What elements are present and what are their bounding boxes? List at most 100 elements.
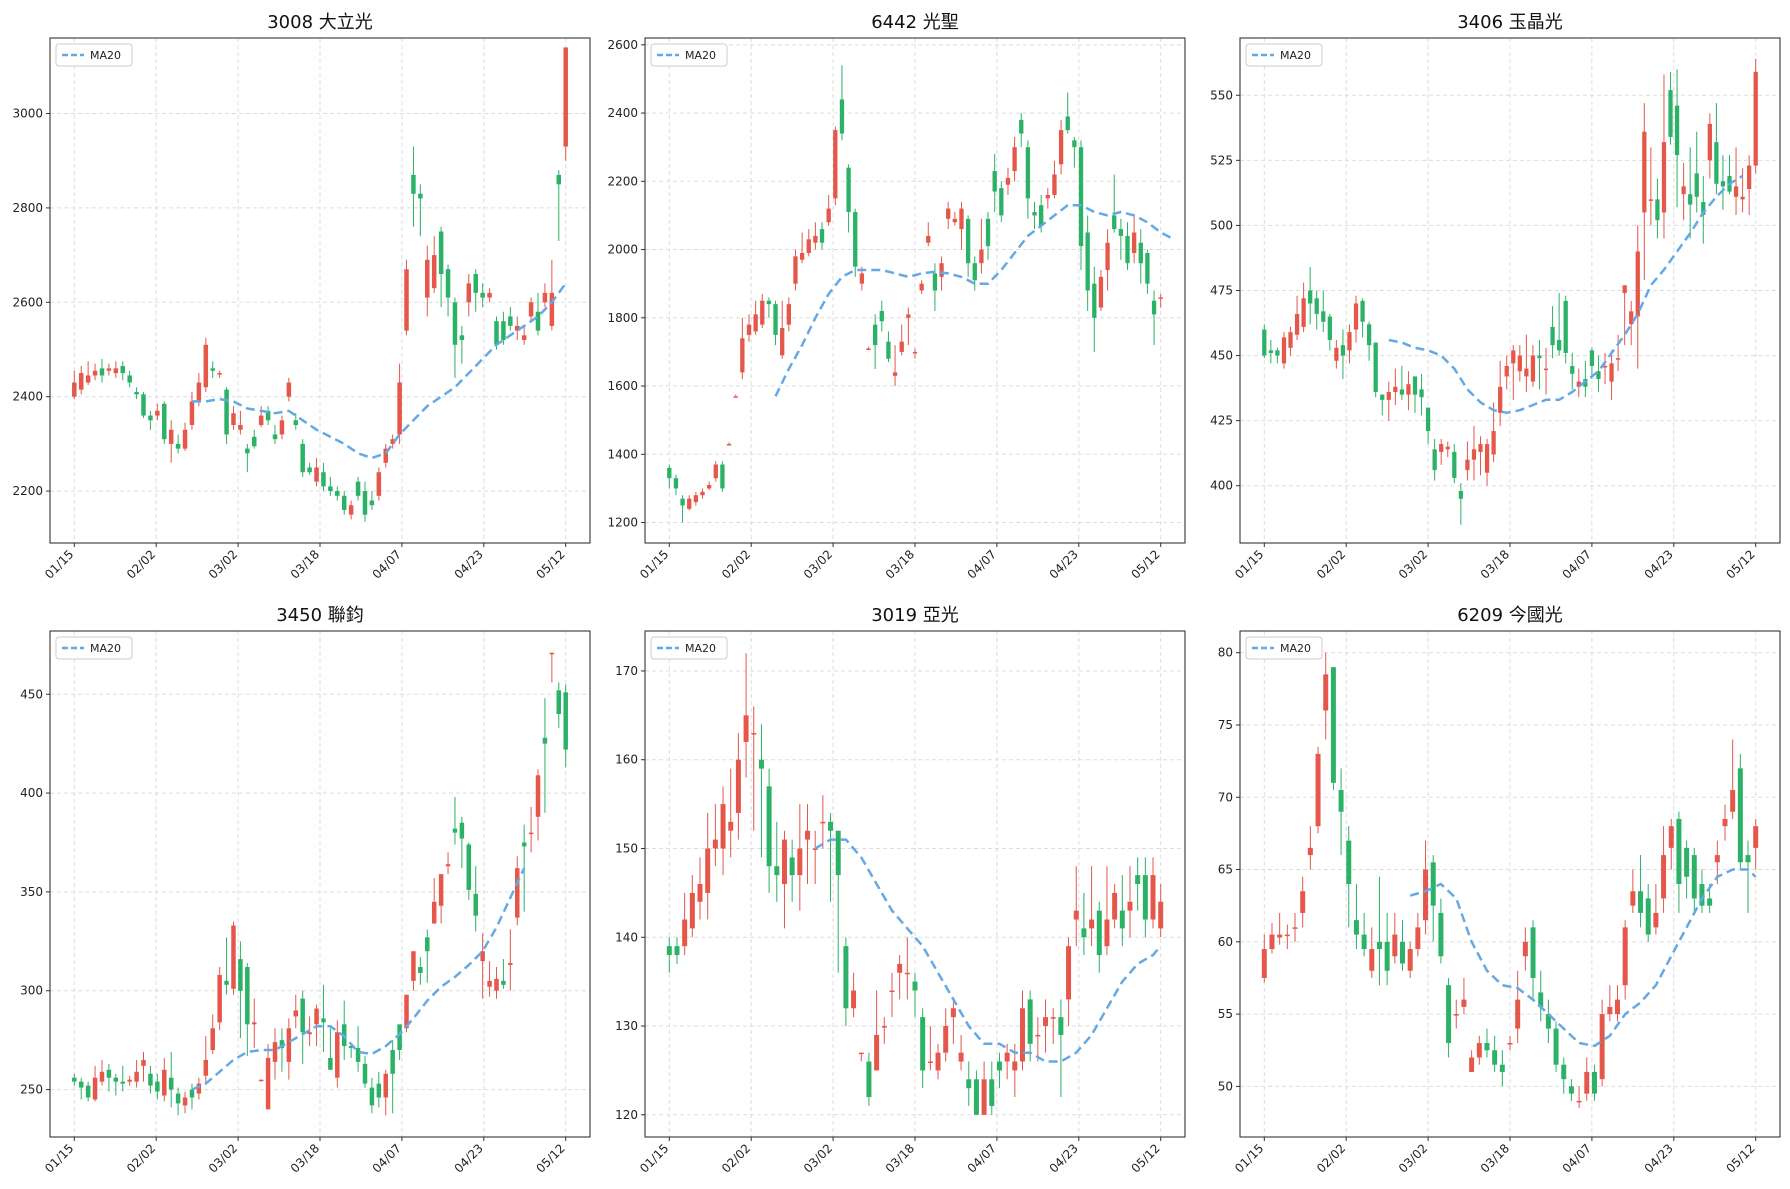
x-tick-label: 03/02: [1396, 1141, 1430, 1175]
candle-body: [1498, 386, 1503, 413]
candle-body: [1269, 934, 1275, 950]
y-tick-label: 2600: [607, 38, 638, 52]
candle-body: [1661, 855, 1667, 899]
candle-body: [251, 1022, 257, 1025]
candle-body: [1681, 186, 1686, 195]
candle-body: [1550, 326, 1555, 346]
x-tick-label: 01/15: [42, 1141, 76, 1175]
candle-body: [904, 972, 910, 975]
candle-body: [892, 372, 898, 376]
y-tick-label: 525: [1210, 153, 1233, 167]
candle-body: [217, 974, 222, 1023]
candle-body: [210, 368, 215, 371]
candle-body: [1740, 196, 1745, 200]
candle-body: [210, 1028, 215, 1051]
y-tick-label: 70: [1218, 790, 1233, 804]
candle-body: [1530, 927, 1536, 978]
candle-body: [760, 300, 765, 325]
candle-body: [348, 1046, 354, 1049]
x-tick-label: 04/23: [1642, 547, 1676, 581]
candle-body: [1458, 490, 1463, 499]
candle-body: [1025, 147, 1031, 199]
candle-body: [866, 348, 871, 351]
candle-body: [682, 919, 688, 947]
legend-box: [1245, 43, 1323, 67]
y-tick-label: 1800: [607, 311, 638, 325]
candle-body: [1599, 1014, 1605, 1080]
candle-body: [383, 448, 389, 463]
y-tick-label: 50: [1218, 1079, 1233, 1093]
candle-body: [106, 1069, 112, 1078]
candle-body: [556, 174, 562, 185]
candle-body: [286, 1028, 292, 1062]
candle-body: [321, 472, 326, 487]
candle-body: [881, 1026, 887, 1028]
candle-body: [362, 491, 368, 515]
candle-body: [196, 1083, 202, 1094]
candle-body: [1747, 165, 1752, 189]
candle-body: [203, 344, 209, 388]
x-tick-label: 04/23: [452, 1141, 486, 1175]
candle-body: [1092, 283, 1097, 318]
candle-body: [786, 304, 791, 325]
candle-body: [99, 368, 105, 376]
candle-body: [127, 375, 132, 383]
legend-label: MA20: [685, 49, 716, 62]
y-tick-label: 1600: [607, 379, 638, 393]
candle-body: [1570, 365, 1575, 374]
x-tick-label: 01/15: [1232, 1141, 1266, 1175]
candle-body: [1635, 251, 1640, 317]
candle-body: [314, 467, 319, 482]
x-tick-label: 01/15: [637, 547, 671, 581]
candle-body: [272, 1042, 278, 1062]
candle-body: [335, 491, 340, 496]
y-tick-label: 1200: [607, 516, 638, 530]
candle-body: [912, 981, 918, 991]
candle-body: [687, 498, 692, 509]
candle-body: [238, 959, 243, 991]
candle-body: [383, 1073, 389, 1098]
candle-body: [1484, 1043, 1490, 1051]
candle-body: [780, 328, 785, 356]
candle-body: [773, 304, 778, 335]
candle-body: [1452, 451, 1457, 478]
candle-body: [1027, 999, 1033, 1044]
candle-body: [148, 415, 153, 421]
candle-body: [1400, 941, 1406, 964]
candle-body: [1032, 212, 1037, 216]
candle-body: [1150, 875, 1156, 920]
candle-body: [1012, 147, 1017, 172]
x-tick-label: 02/02: [124, 1141, 158, 1175]
candle-body: [293, 1010, 299, 1017]
candle-body: [1439, 444, 1444, 452]
candle-body: [746, 324, 752, 335]
y-tick-label: 130: [615, 1019, 638, 1033]
candle-body: [673, 478, 679, 489]
candle-body: [1127, 901, 1133, 911]
candle-body: [1596, 371, 1601, 380]
candle-body: [251, 436, 257, 447]
candle-body: [1465, 459, 1470, 471]
candle-body: [1052, 174, 1057, 195]
candle-body: [700, 491, 705, 496]
candle-body: [376, 472, 382, 496]
candle-body: [1367, 324, 1372, 346]
candle-body: [1292, 927, 1298, 929]
candle-body: [813, 235, 818, 243]
candle-body: [1043, 1017, 1049, 1027]
candle-body: [99, 1071, 105, 1082]
chart-title: 6442 光聖: [871, 12, 959, 33]
candle-body: [1340, 345, 1346, 356]
candle-body: [224, 389, 229, 435]
x-tick-label: 04/23: [452, 547, 486, 581]
candle-body: [1707, 898, 1713, 906]
candle-body: [563, 692, 568, 750]
candle-body: [1507, 1043, 1513, 1045]
ma20-line: [192, 282, 567, 460]
candle-body: [989, 1079, 995, 1106]
candle-body: [958, 1052, 964, 1062]
candle-body: [1589, 350, 1595, 366]
x-tick-label: 03/02: [206, 547, 240, 581]
candle-body: [120, 366, 125, 374]
